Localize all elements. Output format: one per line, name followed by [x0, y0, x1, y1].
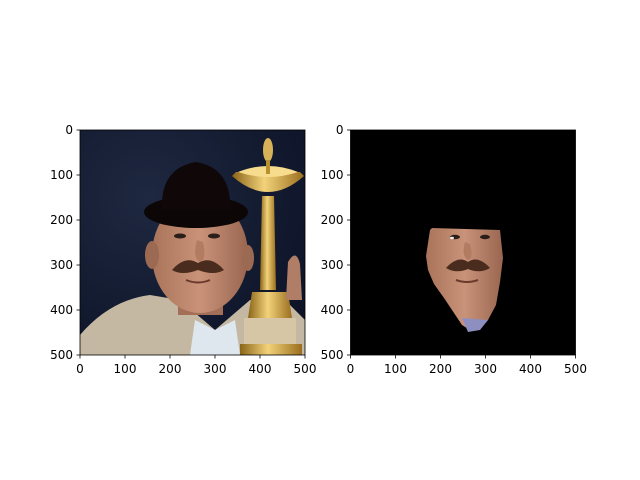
left-x-tick-label: 200 — [159, 362, 182, 376]
right-y-tick-label: 100 — [321, 168, 344, 182]
left-x-tick-label: 400 — [249, 362, 272, 376]
left-y-tick-label: 400 — [50, 303, 73, 317]
right-y-tick-label: 200 — [321, 213, 344, 227]
right-axes-frame — [350, 129, 576, 356]
right-x-tick-label: 500 — [564, 362, 587, 376]
left-y-tick-label: 200 — [50, 213, 73, 227]
right-x-tick-label: 100 — [384, 362, 407, 376]
right-mask-image — [350, 130, 576, 355]
left-x-tick-label: 300 — [204, 362, 227, 376]
right-x-tick-label: 0 — [347, 362, 355, 376]
left-x-tick-label: 500 — [294, 362, 317, 376]
right-y-tick-label: 0 — [336, 123, 344, 137]
right-x-tick-label: 300 — [474, 362, 497, 376]
right-y-tick-label: 300 — [321, 258, 344, 272]
left-photo — [80, 130, 305, 355]
left-y-tick-label: 300 — [50, 258, 73, 272]
right-y-tick-label: 400 — [321, 303, 344, 317]
right-x-tick-label: 400 — [519, 362, 542, 376]
right-x-tick-label: 200 — [429, 362, 452, 376]
left-y-tick-label: 0 — [65, 123, 73, 137]
right-y-tick-label: 500 — [321, 348, 344, 362]
left-x-tick-label: 0 — [76, 362, 84, 376]
left-y-tick-label: 500 — [50, 348, 73, 362]
left-y-tick-label: 100 — [50, 168, 73, 182]
left-axes-frame — [79, 129, 306, 356]
left-x-tick-label: 100 — [114, 362, 137, 376]
